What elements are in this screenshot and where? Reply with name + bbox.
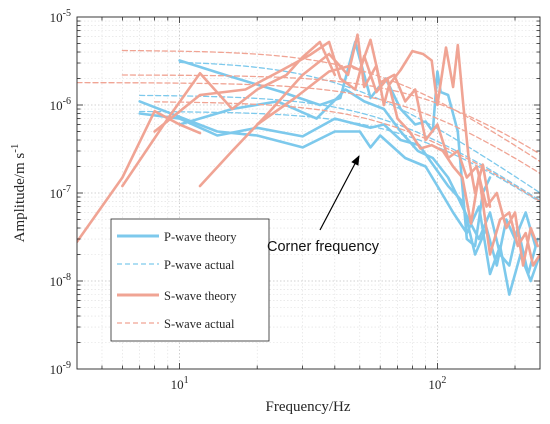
axis-ticks: 101 102 10-9 10-8 10-7 10-6 10-5 (50, 8, 540, 392)
series-line-s-actual (121, 74, 540, 155)
series-group (77, 33, 540, 296)
x-axis-label: Frequency/Hz (266, 399, 351, 415)
y-axis-label: Amplitude/m s-1 (9, 144, 28, 243)
y-tick-label: 10-6 (50, 96, 71, 113)
annotation-label: Corner frequency (267, 239, 380, 255)
annotation-arrow (319, 155, 360, 231)
series-line-s-actual (153, 101, 540, 203)
legend-label-p-theory: P-wave theory (164, 230, 237, 244)
legend-label-s-theory: S-wave theory (164, 289, 237, 303)
series-line-s-actual (77, 81, 540, 175)
series-line-p-theory (178, 88, 539, 276)
y-axis-label-text: Amplitude/m s (12, 153, 28, 243)
legend-label-s-actual: S-wave actual (164, 317, 235, 331)
legend: P-wave theory P-wave actual S-wave theor… (110, 218, 270, 342)
legend-box (110, 218, 270, 342)
series-line-s-theory (255, 38, 539, 267)
series-line-p-actual (139, 110, 540, 203)
series-line-s-theory (153, 40, 540, 267)
series-line-s-theory (77, 109, 202, 243)
y-tick-label: 10-5 (50, 8, 71, 25)
series-line-p-theory (138, 100, 540, 296)
series-line-p-actual (139, 94, 540, 202)
series-line-s-theory (121, 40, 337, 188)
series-line-p-theory (178, 40, 492, 248)
corner-frequency-annotation: Corner frequency (267, 155, 380, 255)
series-line-s-actual (121, 49, 540, 163)
y-tick-label: 10-7 (50, 184, 71, 201)
y-tick-label: 10-9 (50, 360, 71, 377)
y-tick-label: 10-8 (50, 272, 71, 289)
y-axis-label-exponent: -1 (9, 144, 21, 153)
x-tick-label: 102 (428, 375, 446, 392)
x-tick-label: 101 (171, 375, 189, 392)
legend-label-p-actual: P-wave actual (164, 258, 235, 272)
series-line-p-actual (178, 61, 540, 194)
